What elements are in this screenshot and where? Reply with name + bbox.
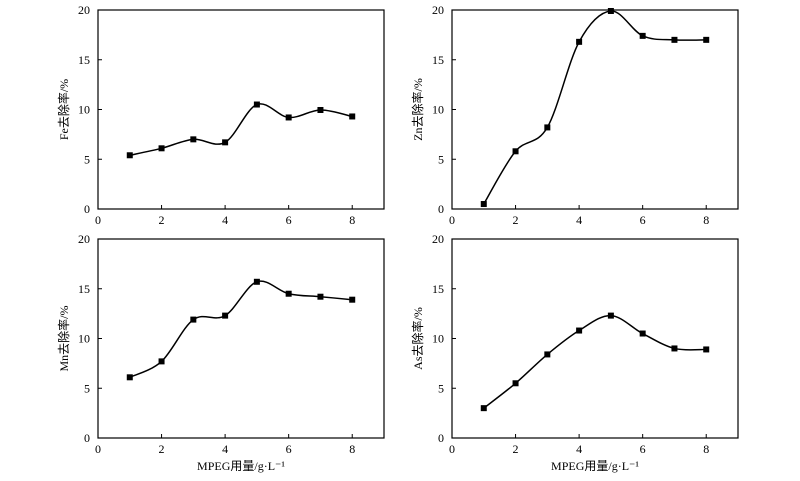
x-tick-label: 2 [513, 213, 519, 227]
data-point [607, 312, 614, 319]
x-tick-label: 2 [159, 213, 165, 227]
y-tick-label: 10 [432, 332, 444, 346]
y-axis-label: Fe去除率/% [56, 79, 71, 140]
y-tick-label: 0 [438, 431, 444, 445]
data-point [222, 312, 229, 319]
y-tick-label: 5 [84, 381, 90, 395]
subplot-4: 0 2 4 6 8 0 5 10 15 20 As去除率/% MPEG用量/g·L⁻¹ [410, 232, 739, 473]
data-point [703, 346, 710, 353]
data-point [544, 124, 551, 131]
x-tick-label: 2 [159, 442, 165, 456]
y-tick-label: 20 [78, 3, 90, 17]
data-point [126, 152, 133, 159]
y-tick-label: 0 [84, 202, 90, 216]
y-axis-label: As去除率/% [410, 307, 425, 370]
plot-frame [97, 238, 385, 439]
y-tick-label: 15 [78, 53, 90, 67]
y-axis-label: Zn去除率/% [410, 78, 425, 141]
x-tick-label: 0 [95, 213, 101, 227]
data-point [480, 201, 487, 208]
data-point [158, 358, 165, 365]
subplot-1: 0 2 4 6 8 0 5 10 15 20 Fe去除率/% [56, 3, 385, 227]
y-tick-label: 10 [78, 103, 90, 117]
data-point [222, 139, 229, 146]
data-point [576, 38, 583, 45]
plot-frame [97, 9, 385, 210]
data-point [671, 345, 678, 352]
subplot-3: 0 2 4 6 8 0 5 10 15 20 Mn去除率/% MPEG用量/g·L⁻¹ [56, 232, 385, 473]
y-tick-label: 20 [78, 232, 90, 246]
x-tick-label: 4 [222, 213, 228, 227]
data-point [639, 32, 646, 39]
x-tick-label: 4 [222, 442, 228, 456]
series-line [483, 314, 707, 409]
x-tick-label: 6 [286, 213, 292, 227]
data-point [639, 330, 646, 337]
x-axis-label: MPEG用量/g·L⁻¹ [551, 459, 639, 473]
y-tick-label: 5 [438, 152, 444, 166]
x-tick-label: 6 [640, 213, 646, 227]
data-point [349, 113, 356, 120]
y-tick-label: 5 [438, 381, 444, 395]
y-tick-label: 10 [432, 103, 444, 117]
data-point [158, 145, 165, 152]
data-point [671, 36, 678, 43]
data-point [703, 36, 710, 43]
data-point [512, 148, 519, 155]
data-point [317, 293, 324, 300]
data-point [253, 101, 260, 108]
data-point [126, 374, 133, 381]
data-point [253, 278, 260, 285]
data-point [480, 405, 487, 412]
data-point [607, 7, 614, 14]
x-tick-label: 0 [449, 213, 455, 227]
y-tick-label: 10 [78, 332, 90, 346]
subplot-2: 0 2 4 6 8 0 5 10 15 20 Zn去除率/% [410, 3, 739, 227]
data-point [190, 136, 197, 143]
y-tick-label: 15 [432, 53, 444, 67]
data-point [576, 327, 583, 334]
data-point [512, 380, 519, 387]
x-tick-label: 8 [703, 213, 709, 227]
x-tick-label: 0 [95, 442, 101, 456]
x-tick-label: 0 [449, 442, 455, 456]
y-tick-label: 0 [84, 431, 90, 445]
data-point [317, 106, 324, 113]
x-tick-label: 6 [640, 442, 646, 456]
data-point [544, 351, 551, 358]
data-point [285, 290, 292, 297]
data-point [349, 296, 356, 303]
y-tick-label: 20 [432, 3, 444, 17]
y-axis-label: Mn去除率/% [56, 305, 71, 371]
x-axis-label: MPEG用量/g·L⁻¹ [197, 459, 285, 473]
x-tick-label: 2 [513, 442, 519, 456]
x-tick-label: 8 [703, 442, 709, 456]
x-tick-label: 4 [576, 442, 582, 456]
series-line [483, 10, 707, 205]
data-point [190, 316, 197, 323]
y-tick-label: 0 [438, 202, 444, 216]
y-tick-label: 20 [432, 232, 444, 246]
x-tick-label: 6 [286, 442, 292, 456]
y-tick-label: 5 [84, 152, 90, 166]
plot-frame [451, 238, 739, 439]
y-tick-label: 15 [432, 282, 444, 296]
y-tick-label: 15 [78, 282, 90, 296]
x-tick-label: 8 [349, 442, 355, 456]
data-point [285, 114, 292, 121]
x-tick-label: 4 [576, 213, 582, 227]
x-tick-label: 8 [349, 213, 355, 227]
